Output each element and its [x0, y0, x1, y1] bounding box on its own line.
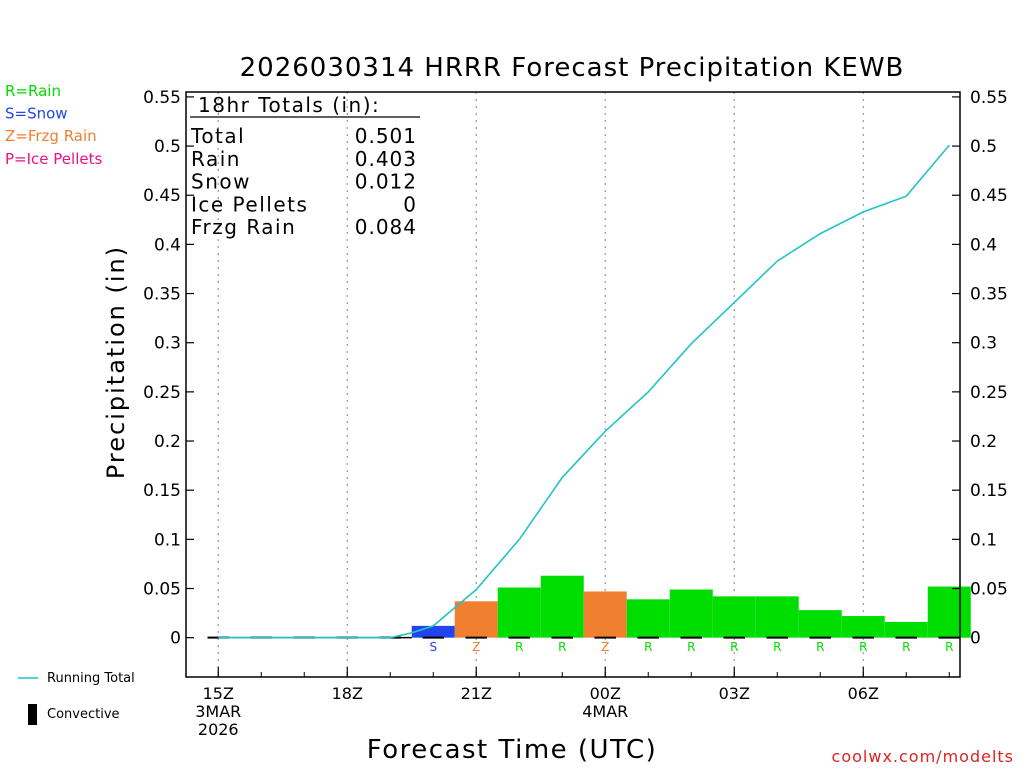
totals-label-1: Rain [191, 147, 241, 171]
precip-type-label-25: R [644, 640, 652, 654]
y-axis-label: Precipitation (in) [102, 245, 130, 479]
x-tick-label-06Z: 06Z [848, 684, 879, 703]
x-tick-label-3MAR: 3MAR [195, 702, 241, 721]
running-total-line [218, 144, 950, 639]
x-tick-label-21Z: 21Z [461, 684, 492, 703]
precip-bar-31 [884, 621, 928, 638]
precip-bar-26 [669, 589, 713, 638]
y-tick-label-left-0.25: 0.25 [143, 383, 181, 403]
plot-frame [185, 91, 961, 678]
precip-bar-20 [411, 625, 455, 638]
legend-text-line: Running Total [47, 671, 135, 686]
totals-value-1: 0.403 [355, 147, 417, 171]
precip-bar-32 [927, 586, 971, 638]
y-tick-label-left-0.5: 0.5 [154, 137, 181, 157]
precip-type-label-30: R [859, 640, 867, 654]
y-tick-label-right-0.2: 0.2 [970, 432, 997, 452]
y-tick-label-right-0.25: 0.25 [970, 383, 1008, 403]
precip-bar-22 [497, 587, 541, 638]
totals-label-3: Ice Pellets [191, 192, 308, 216]
bottom-legend: Running Total Convective [18, 671, 135, 725]
x-tick-label-18Z: 18Z [332, 684, 363, 703]
totals-value-4: 0.084 [355, 215, 417, 239]
precip-type-label-20: S [429, 640, 437, 654]
y-tick-label-right-0.45: 0.45 [970, 186, 1008, 206]
y-tick-label-right-0.55: 0.55 [970, 88, 1008, 108]
type-legend: R=Rain S=Snow Z=Frzg Rain P=Ice Pellets [5, 82, 102, 168]
type-legend-S: S=Snow [5, 105, 68, 123]
totals-value-3: 0 [403, 192, 417, 216]
y-tick-label-left-0.35: 0.35 [143, 285, 181, 305]
x-tick-label-03Z: 03Z [719, 684, 750, 703]
precip-type-label-24: Z [601, 640, 609, 654]
precip-bar-23 [540, 575, 584, 638]
x-tick-label-00Z: 00Z [590, 684, 621, 703]
y-tick-label-right-0.4: 0.4 [970, 235, 997, 255]
running-total-group [218, 144, 950, 639]
y-axis-left: 0 0.05 0.1 0.15 0.2 0.25 0.3 0.35 0.4 0.45 0.5 0.55 [143, 88, 194, 649]
y-tick-label-right-0.3: 0.3 [970, 334, 997, 354]
y-tick-label-right-0: 0 [970, 629, 981, 649]
x-tick-label-2026: 2026 [198, 720, 239, 739]
legend-text-bar: Convective [47, 707, 120, 722]
y-tick-label-left-0.15: 0.15 [143, 481, 181, 501]
y-tick-label-left-0.45: 0.45 [143, 186, 181, 206]
credit-text: coolwx.com/modelts [832, 747, 1014, 766]
precip-bar-25 [626, 599, 670, 638]
type-legend-P: P=Ice Pellets [5, 150, 102, 168]
precip-bar-27 [712, 596, 756, 638]
totals-label-2: Snow [191, 170, 251, 194]
y-tick-label-left-0.3: 0.3 [154, 334, 181, 354]
precip-type-label-26: R [687, 640, 695, 654]
totals-value-0: 0.501 [355, 124, 417, 148]
y-tick-label-left-0.1: 0.1 [154, 530, 181, 550]
y-tick-label-left-0: 0 [170, 629, 181, 649]
type-legend-Z: Z=Frzg Rain [5, 127, 97, 145]
precip-bar-29 [798, 610, 842, 638]
y-tick-label-left-0.2: 0.2 [154, 432, 181, 452]
precip-bar-28 [755, 596, 799, 638]
precip-type-label-28: R [773, 640, 781, 654]
y-axis-right: 0 0.05 0.1 0.15 0.2 0.25 0.3 0.35 0.4 0.45 0.5 0.55 [952, 88, 1008, 649]
precip-bar-24 [583, 591, 627, 638]
totals-label-4: Frzg Rain [191, 215, 296, 239]
legend-convective-swatch [28, 704, 37, 725]
y-tick-label-right-0.5: 0.5 [970, 137, 997, 157]
totals-label-0: Total [190, 124, 245, 148]
precip-type-label-21: Z [472, 640, 480, 654]
x-tick-label-15Z: 15Z [203, 684, 234, 703]
y-tick-label-right-0.15: 0.15 [970, 481, 1008, 501]
y-tick-label-left-0.4: 0.4 [154, 235, 181, 255]
precip-type-label-32: R [945, 640, 953, 654]
y-tick-label-right-0.05: 0.05 [970, 580, 1008, 600]
totals-heading: 18hr Totals (in): [198, 93, 380, 117]
precip-type-label-23: R [558, 640, 566, 654]
x-axis-label: Forecast Time (UTC) [367, 735, 658, 765]
chart-title: 2026030314 HRRR Forecast Precipitation K… [240, 53, 905, 83]
y-tick-label-left-0.55: 0.55 [143, 88, 181, 108]
precip-type-label-31: R [902, 640, 910, 654]
precip-bar-30 [841, 616, 885, 638]
y-tick-label-right-0.1: 0.1 [970, 530, 997, 550]
y-tick-label-left-0.05: 0.05 [143, 580, 181, 600]
precip-type-label-22: R [515, 640, 523, 654]
precip-type-label-27: R [730, 640, 738, 654]
precip-bar-21 [454, 601, 498, 638]
x-tick-label-4MAR: 4MAR [582, 702, 628, 721]
precip-type-label-29: R [816, 640, 824, 654]
y-tick-label-right-0.35: 0.35 [970, 285, 1008, 305]
type-legend-R: R=Rain [5, 82, 61, 100]
totals-box: 18hr Totals (in): Total 0.501 Rain 0.403 Snow… [190, 93, 420, 239]
totals-value-2: 0.012 [355, 170, 417, 194]
